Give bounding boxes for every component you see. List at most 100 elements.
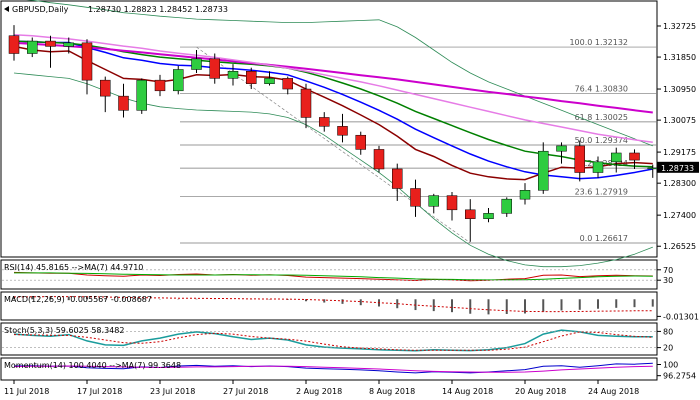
candle-32 [592,156,604,178]
stoch-panel: 80 20 [2,327,673,353]
candle-5 [100,76,111,113]
candle-body [246,71,257,84]
candle-34 [629,149,640,169]
candle-body [45,40,56,47]
candle-body [392,168,403,189]
macd-signal-line [13,296,653,313]
band-upper [26,0,653,147]
candle-body [319,117,330,127]
candle-body [428,195,439,207]
candle-33 [611,147,622,173]
x-tick-label-0: 11 Jul 2018 [4,387,49,396]
main-y-tick-label-7: 1.26525 [663,242,696,251]
candle-9 [173,65,184,95]
candle-body [27,40,38,54]
rsi-tick-label-0: 70 [663,266,673,275]
candle-15 [282,76,293,95]
macd-panel: -0.01301 [13,296,699,321]
candle-11 [209,53,220,84]
candle-body [501,198,512,214]
candle-body [191,58,202,70]
candle-body [355,134,366,150]
macd-panel-frame [0,291,658,321]
candle-body [282,78,293,90]
candle-23 [428,193,439,214]
candle-4 [81,39,93,95]
main-y-tick-label-1: 1.31850 [663,53,696,62]
rsi-panel-frame [0,259,658,290]
candle-14 [264,71,275,86]
candle-body [538,150,549,191]
candle-body [592,161,604,173]
momentum-panel: 100 96.2754 [13,361,696,381]
moving-average-4 [13,33,653,144]
candle-31 [574,140,585,182]
macd-header: MACD(12,26,9) -0.005567 -0.008687 [4,295,152,304]
moving-averages [13,33,653,181]
candle-24 [446,192,458,221]
candles [8,25,658,242]
x-tick-label-2: 23 Jul 2018 [150,387,195,396]
candle-body [373,149,385,170]
candle-17 [319,112,330,132]
candle-1 [27,37,38,58]
candle-body [300,88,312,118]
momentum-panel-frame [0,357,658,381]
candle-21 [392,163,403,201]
rsi-line-0 [13,271,653,282]
candle-body [8,35,20,54]
last-price-tag: 1.28733 [657,161,699,173]
moving-average-3 [13,41,653,114]
candle-body [173,69,184,92]
momentum-line-0 [13,362,653,374]
candle-body [63,42,74,47]
last-price-label: 1.28733 [661,164,694,173]
main-y-tick-label-6: 1.27400 [663,211,696,220]
candle-body [611,152,622,163]
candle-body [574,145,585,173]
main-y-tick-label-4: 1.29175 [663,148,696,157]
candle-8 [154,74,166,97]
candle-body [556,145,567,152]
fib-label-6: 0.0 1.26617 [580,234,628,243]
x-tick-label-1: 17 Jul 2018 [77,387,122,396]
main-y-tick-label-0: 1.32725 [663,22,696,31]
main-y-tick-label-2: 1.30950 [663,85,696,94]
candle-6 [118,83,129,118]
candle-body [465,209,476,219]
stoch-tick-label-0: 80 [663,327,673,336]
rsi-line-1 [14,272,653,281]
candle-body [209,58,220,79]
candle-body [647,167,658,170]
candle-body [483,213,494,219]
candle-20 [373,145,385,173]
momentum-tick-label-0: 100 [663,361,678,370]
stoch-line-1 [13,331,653,351]
moving-average-1 [13,40,653,180]
candle-body [629,152,640,161]
x-tick-label-6: 14 Aug 2018 [442,387,493,396]
candle-body [227,71,239,79]
candle-3 [63,37,74,54]
x-tick-label-7: 20 Aug 2018 [515,387,566,396]
main-panel-frame [0,0,658,258]
rsi-tick-label-1: 30 [663,276,673,285]
moving-average-0 [13,45,653,181]
candle-29 [538,142,549,194]
fib-label-2: 61.8 1.30025 [575,113,628,122]
macd-tick-label-0: -0.01301 [663,312,699,321]
candle-28 [519,183,531,205]
stoch-header: Stoch(5,3,3) 59.6025 58.3482 [4,326,124,335]
candle-13 [246,67,257,90]
x-tick-label-5: 8 Aug 2018 [369,387,415,396]
candle-body [264,78,275,84]
candle-body [118,95,129,111]
main-y-axis: 1.32725 1.31850 1.30950 1.30075 1.29175 1.283… [657,22,696,251]
stoch-panel-frame [0,322,658,356]
candle-body [100,79,111,97]
header-triangle-icon [4,6,9,12]
symbol-header: GBPUSD,Daily [12,5,69,14]
